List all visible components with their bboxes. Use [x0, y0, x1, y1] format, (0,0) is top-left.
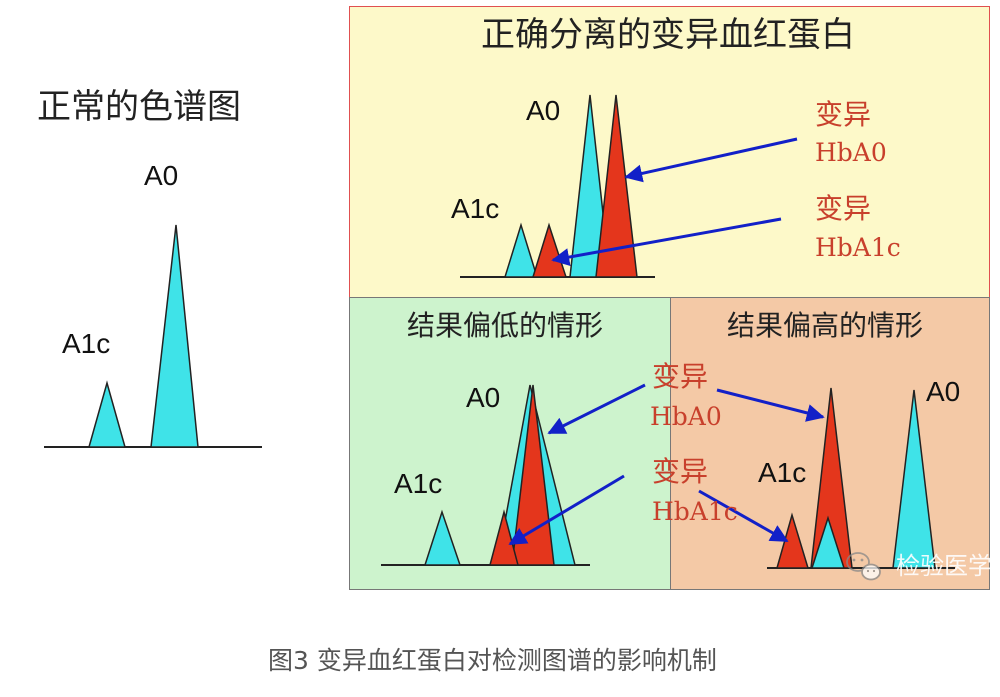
low-a1c-label: A1c — [394, 468, 443, 499]
separated-a1c-label: A1c — [451, 193, 500, 224]
normal-a1c-label: A1c — [62, 328, 111, 359]
separated-variant-a0-peak — [595, 94, 638, 278]
high-a0-label: A0 — [926, 376, 961, 407]
arrow-to-variant-a0 — [624, 137, 798, 183]
arrow-low-variant-a1c — [508, 474, 625, 546]
arrow-high-variant-a0 — [716, 388, 825, 422]
separated-a0-label: A0 — [526, 95, 561, 126]
separated-variant1-code: HbA0 — [815, 138, 887, 167]
normal-title: 正常的色谱图 — [37, 87, 241, 127]
middle-variant2-label: 变异 — [652, 455, 709, 488]
separated-a0-peak — [569, 94, 611, 278]
watermark-text: 检验医学 — [896, 552, 992, 580]
middle-variant1-code: HbA0 — [650, 402, 722, 431]
arrow-low-variant-a0 — [547, 383, 646, 435]
normal-a1c-peak — [88, 380, 126, 448]
low-variant-a0-peak — [511, 384, 555, 566]
middle-variant1-label: 变异 — [652, 360, 709, 393]
high-variant-a1c-peak — [776, 512, 810, 569]
arrow-high-variant-a1c — [698, 489, 789, 543]
separated-panel — [349, 6, 990, 298]
separated-variant1-label: 变异 — [815, 98, 872, 131]
separated-variant2-code: HbA1c — [815, 233, 901, 262]
high-chromatogram — [698, 387, 955, 569]
normal-chromatogram — [44, 224, 262, 448]
separated-variant2-label: 变异 — [815, 192, 872, 225]
low-chromatogram — [381, 383, 646, 566]
high-a1c-label: A1c — [758, 457, 807, 488]
normal-a0-peak — [150, 224, 199, 448]
middle-variant2-code: HbA1c — [652, 497, 738, 526]
normal-a0-label: A0 — [144, 160, 179, 191]
low-a0-label: A0 — [466, 382, 501, 413]
figure-caption: 图3 变异血红蛋白对检测图谱的影响机制 — [268, 646, 717, 675]
high-a1c-peak — [810, 515, 846, 569]
separated-title: 正确分离的变异血红蛋白 — [481, 15, 855, 55]
arrow-to-variant-a1c — [551, 217, 782, 266]
high-a0-peak — [892, 389, 936, 569]
separated-chromatogram — [460, 94, 798, 278]
wechat-icon — [846, 552, 881, 581]
separated-a1c-peak — [503, 222, 539, 278]
low-title: 结果偏低的情形 — [407, 309, 604, 342]
high-title: 结果偏高的情形 — [727, 309, 924, 342]
low-a1c-peak — [423, 509, 462, 566]
separated-variant-a1c-peak — [531, 222, 568, 278]
